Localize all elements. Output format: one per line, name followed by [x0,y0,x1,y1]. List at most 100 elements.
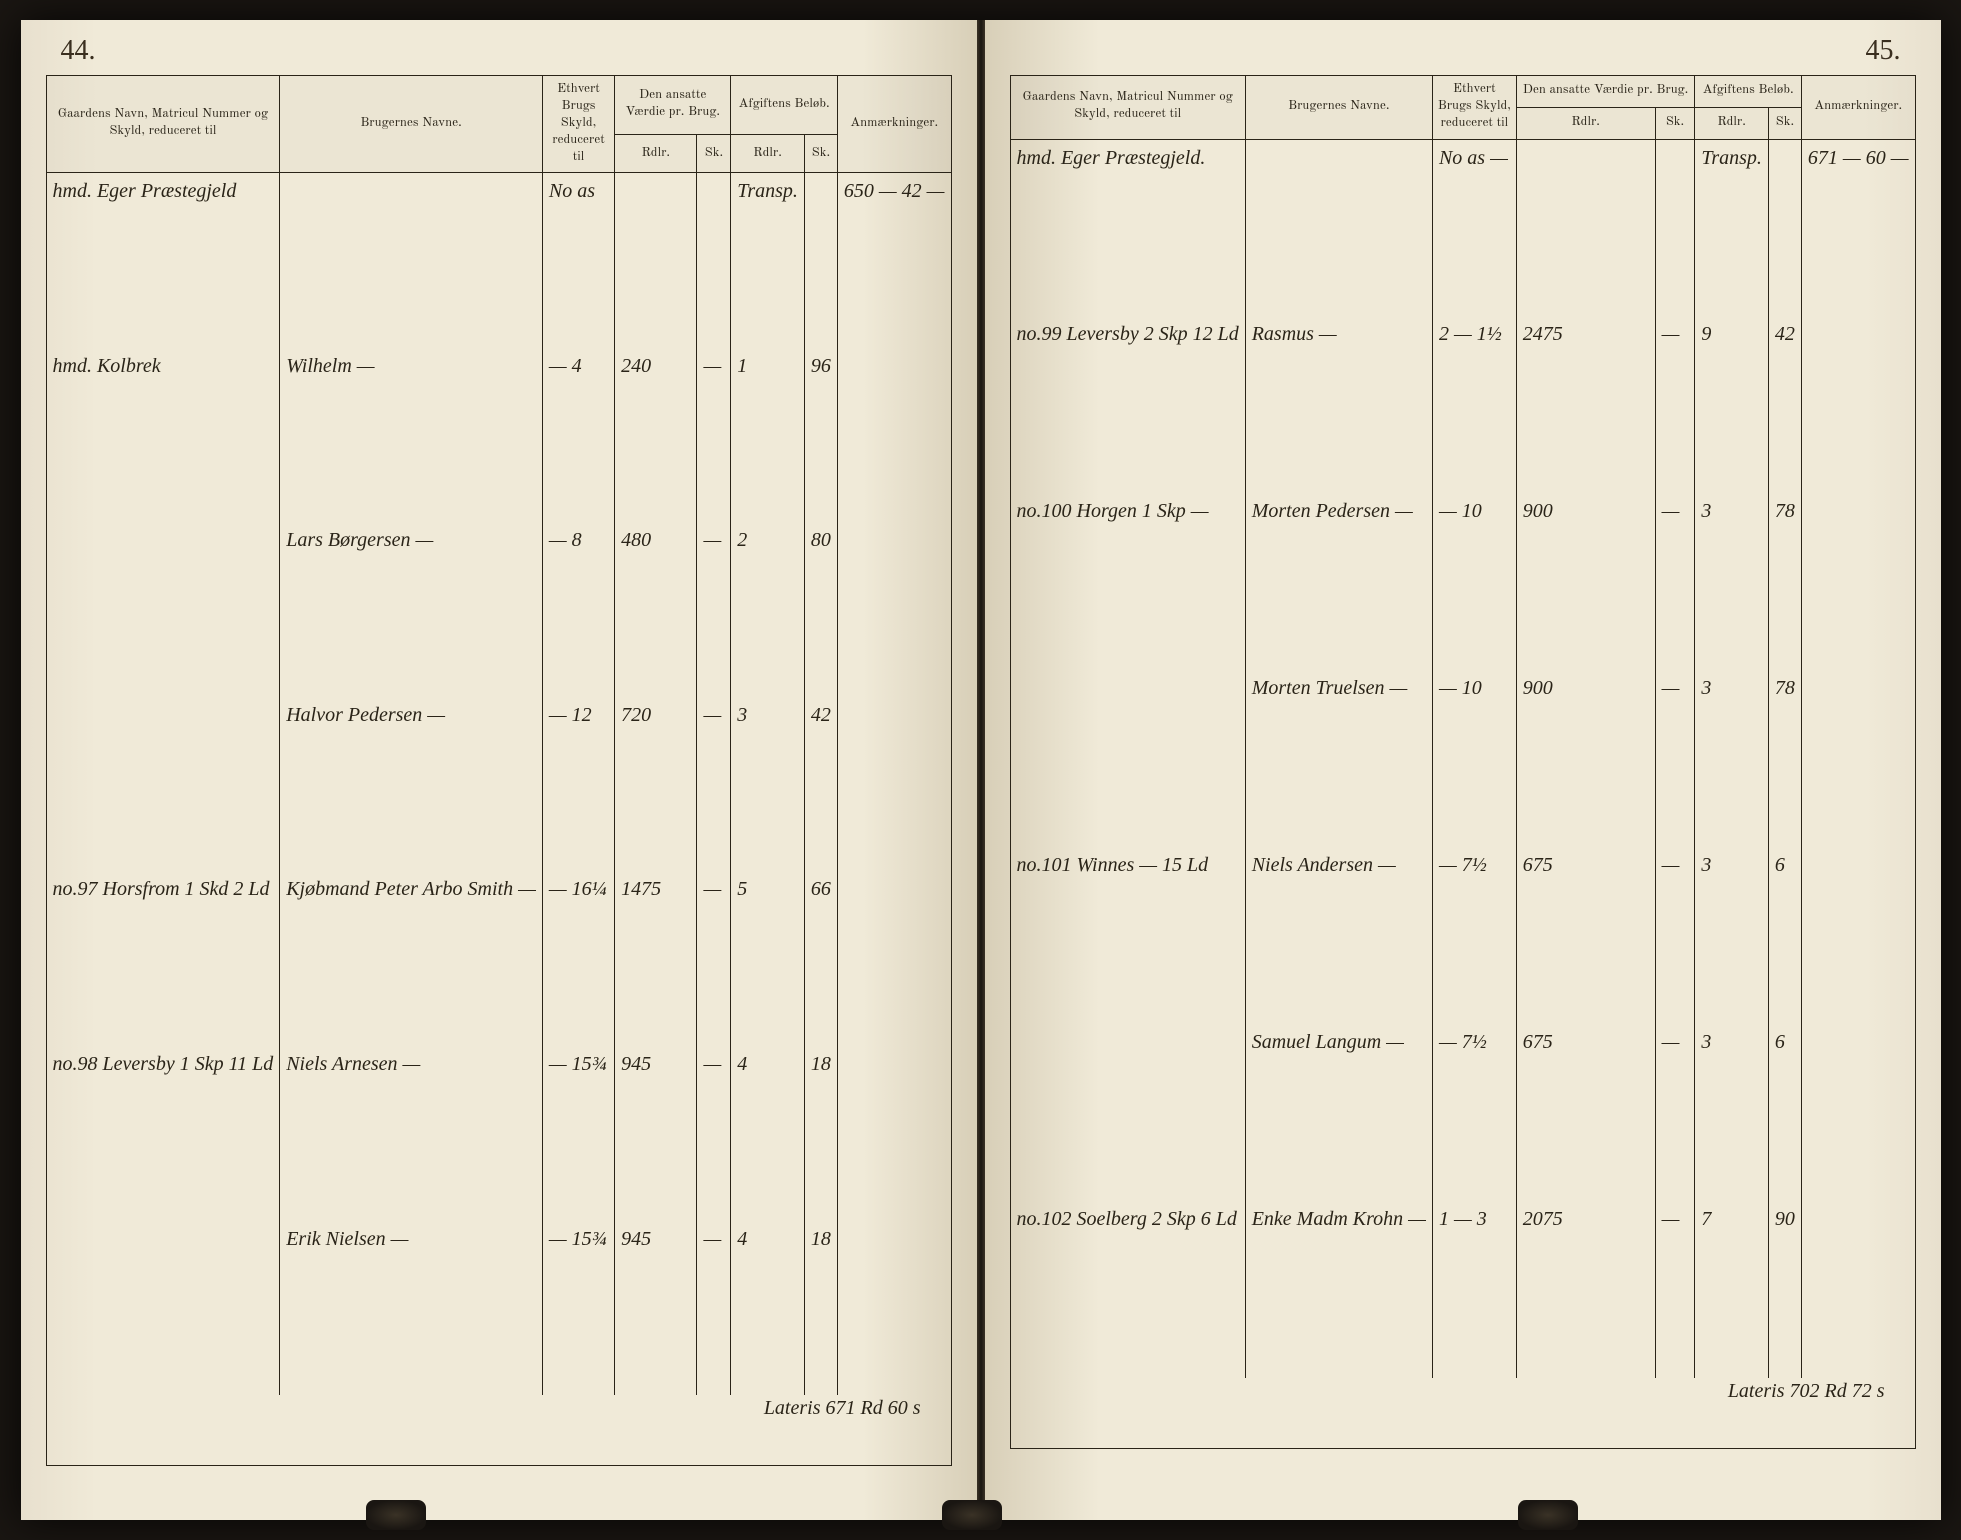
ledger-cell: 3 [1695,493,1769,670]
ledger-cell: Erik Nielsen — [280,1221,543,1396]
ledger-cell: 5 [731,871,805,1046]
ledger-cell: 7 [1695,1201,1769,1378]
ledger-cell: — [1655,670,1695,847]
ledger-cell [837,348,951,523]
ledger-cell [804,173,837,348]
page-number-left: 44. [61,35,96,67]
ledger-cell: — 15¾ [542,1221,614,1396]
ledger-row: hmd. KolbrekWilhelm —— 4240—196 [46,348,951,523]
ledger-cell [1801,1024,1915,1201]
page-number-right: 45. [1866,35,1901,67]
ledger-row: no.102 Soelberg 2 Skp 6 LdEnke Madm Kroh… [1010,1201,1915,1378]
ledger-cell: Kjøbmand Peter Arbo Smith — [280,871,543,1046]
ledger-cell [46,1221,280,1396]
ledger-cell [1010,670,1245,847]
ledger-cell: 66 [804,871,837,1046]
ledger-cell: — [697,1046,731,1221]
ledger-cell [46,697,280,872]
ledger-cell: 42 [804,697,837,872]
ledger-row: Morten Truelsen —— 10900—378 [1010,670,1915,847]
ledger-cell: — 12 [542,697,614,872]
ledger-cell: 6 [1768,847,1801,1024]
ledger-cell: — [697,697,731,872]
ledger-cell: — [1655,493,1695,670]
ledger-cell: Enke Madm Krohn — [1245,1201,1432,1378]
col-header-vaerdie: Den ansatte Værdie pr. Brug. [615,76,731,135]
ledger-cell: — [697,871,731,1046]
ledger-cell: — [1655,316,1695,493]
ledger-cell: Morten Pedersen — [1245,493,1432,670]
ledger-row: hmd. Eger Præstegjeld.No as —Transp.671 … [1010,139,1915,316]
ledger-cell: 650 — 42 — [837,173,951,348]
ledger-cell [1245,139,1432,316]
book-clasp-icon [366,1500,426,1530]
col-header-vaerdie: Den ansatte Værdie pr. Brug. [1516,76,1695,108]
ledger-cell: 2 [731,522,805,697]
lateris-cell: Lateris 702 Rd 72 s [1010,1378,1915,1449]
ledger-cell [697,173,731,348]
col-header-anm: Anmærkninger. [1801,76,1915,140]
ledger-row: Halvor Pedersen —— 12720—342 [46,697,951,872]
ledger-row: no.101 Winnes — 15 LdNiels Andersen —— 7… [1010,847,1915,1024]
ledger-cell: no.98 Leversby 1 Skp 11 Ld [46,1046,280,1221]
ledger-cell: — 7½ [1432,847,1516,1024]
ledger-row: no.99 Leversby 2 Skp 12 LdRasmus —2 — 1½… [1010,316,1915,493]
ledger-cell: 42 [1768,316,1801,493]
ledger-cell: Wilhelm — [280,348,543,523]
ledger-cell [837,871,951,1046]
ledger-cell [1801,316,1915,493]
ledger-cell: 900 [1516,670,1655,847]
ledger-cell: 96 [804,348,837,523]
ledger-cell: — [697,522,731,697]
lateris-row: Lateris 702 Rd 72 s [1010,1378,1915,1449]
ledger-cell: no.101 Winnes — 15 Ld [1010,847,1245,1024]
ledger-cell [1655,139,1695,316]
col-header-gaard: Gaardens Navn, Matricul Nummer og Skyld,… [46,76,280,173]
col-header-afgift: Afgiftens Beløb. [1695,76,1802,108]
ledger-cell: — [1655,1024,1695,1201]
ledger-cell [280,173,543,348]
col-header-afgift: Afgiftens Beløb. [731,76,838,135]
ledger-cell: 720 [615,697,697,872]
ledger-cell: no.97 Horsfrom 1 Skd 2 Ld [46,871,280,1046]
ledger-cell: 78 [1768,493,1801,670]
ledger-cell: 240 [615,348,697,523]
ledger-cell: Halvor Pedersen — [280,697,543,872]
col-header-brugs: Ethvert Brugs Skyld, reduceret til [542,76,614,173]
ledger-cell: 1475 [615,871,697,1046]
ledger-cell [1516,139,1655,316]
subcol-vaerdie-sk: Sk. [697,135,731,173]
ledger-cell: 6 [1768,1024,1801,1201]
ledger-cell [837,522,951,697]
subcol-afgift-sk: Sk. [1768,107,1801,139]
ledger-row: Erik Nielsen —— 15¾945—418 [46,1221,951,1396]
subcol-afgift-rdlr: Rdlr. [731,135,805,173]
ledger-cell [837,1046,951,1221]
lateris-cell: Lateris 671 Rd 60 s [46,1395,951,1465]
book-spine [977,20,985,1520]
ledger-row: no.100 Horgen 1 Skp —Morten Pedersen —— … [1010,493,1915,670]
subcol-afgift-sk: Sk. [804,135,837,173]
ledger-cell [46,522,280,697]
ledger-cell: 3 [1695,670,1769,847]
ledger-cell: 18 [804,1046,837,1221]
ledger-cell: — [697,1221,731,1396]
ledger-cell: no.100 Horgen 1 Skp — [1010,493,1245,670]
ledger-cell: — 4 [542,348,614,523]
ledger-cell [1801,847,1915,1024]
ledger-cell: no.99 Leversby 2 Skp 12 Ld [1010,316,1245,493]
subcol-vaerdie-rdlr: Rdlr. [615,135,697,173]
ledger-cell: no.102 Soelberg 2 Skp 6 Ld [1010,1201,1245,1378]
ledger-cell: 480 [615,522,697,697]
ledger-cell: — 16¼ [542,871,614,1046]
subcol-afgift-rdlr: Rdlr. [1695,107,1769,139]
ledger-cell [837,1221,951,1396]
ledger-cell: 90 [1768,1201,1801,1378]
ledger-row: hmd. Eger PræstegjeldNo asTransp.650 — 4… [46,173,951,348]
col-header-anm: Anmærkninger. [837,76,951,173]
ledger-cell: 78 [1768,670,1801,847]
ledger-table-left: Gaardens Navn, Matricul Nummer og Skyld,… [46,75,952,1466]
ledger-cell: 4 [731,1221,805,1396]
ledger-cell: 18 [804,1221,837,1396]
ledger-cell: — [697,348,731,523]
